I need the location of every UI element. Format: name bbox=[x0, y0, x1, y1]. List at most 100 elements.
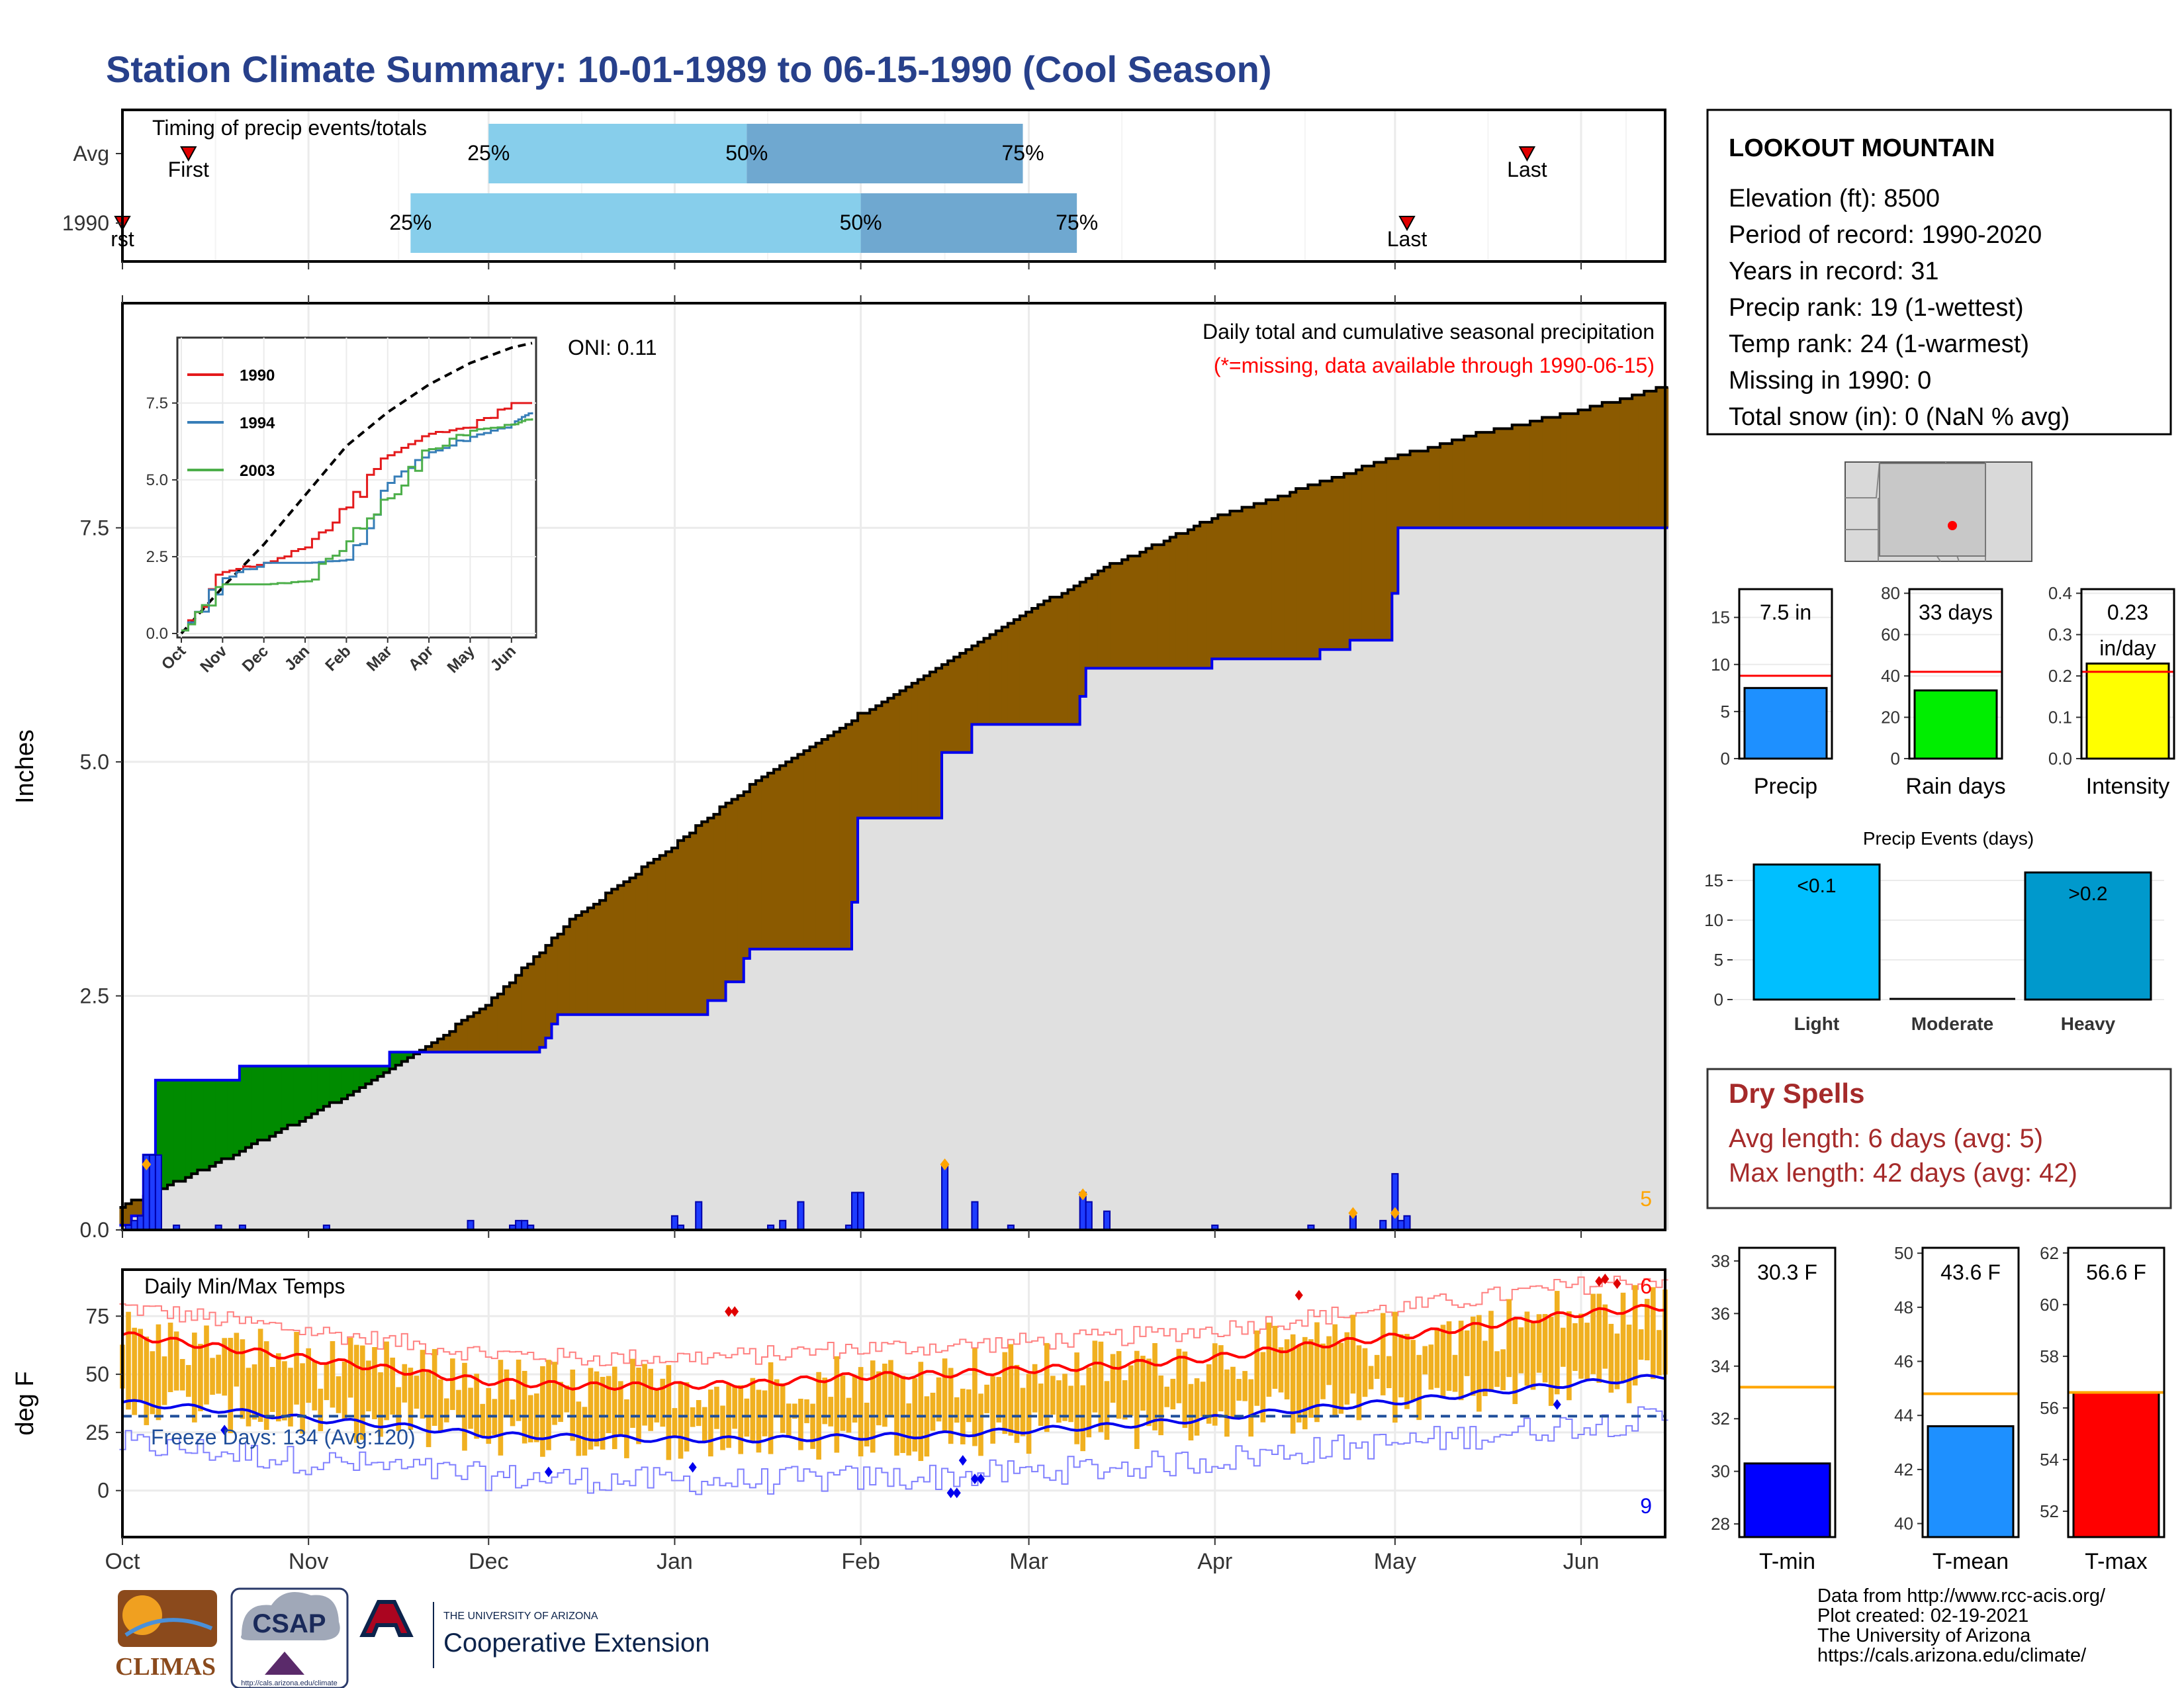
deficit-area bbox=[827, 735, 835, 949]
summary-value-unit: in/day bbox=[2099, 636, 2156, 660]
inset-legend-label: 1990 bbox=[240, 367, 275, 385]
cumulative-base-area bbox=[1200, 668, 1206, 1230]
cumulative-base-area bbox=[1445, 528, 1453, 1230]
surplus-area bbox=[191, 1080, 198, 1174]
cumulative-base-area bbox=[503, 1052, 510, 1230]
cumulative-base-area bbox=[1236, 659, 1243, 1230]
cumulative-base-area bbox=[1464, 528, 1471, 1230]
daily-precip-bar bbox=[515, 1219, 523, 1231]
daily-precip-bar bbox=[1391, 1173, 1399, 1231]
temp-summary-y-tick-label: 40 bbox=[1894, 1514, 1913, 1534]
deficit-area bbox=[647, 863, 655, 1015]
cumulative-base-area bbox=[1013, 724, 1021, 1230]
surplus-area bbox=[335, 1066, 342, 1103]
deficit-area bbox=[1578, 410, 1585, 528]
deficit-area bbox=[563, 926, 570, 1015]
cumulative-base-area bbox=[929, 818, 936, 1230]
record-temp-marker bbox=[952, 1487, 961, 1499]
climas-wave-icon bbox=[124, 1618, 213, 1637]
cumulative-base-area bbox=[684, 1014, 690, 1230]
deficit-area bbox=[1271, 499, 1279, 659]
record-temp-marker bbox=[220, 1425, 229, 1436]
daily-temp-bar bbox=[468, 1387, 473, 1429]
surplus-area bbox=[161, 1080, 168, 1189]
surplus-area bbox=[179, 1080, 186, 1182]
temp-title: Daily Min/Max Temps bbox=[144, 1274, 345, 1298]
daily-temp-bar bbox=[672, 1408, 678, 1438]
daily-temp-bar bbox=[1002, 1352, 1008, 1434]
surplus-area bbox=[359, 1066, 366, 1088]
csap-mountain-icon bbox=[265, 1652, 304, 1675]
summary-value-label: 0.23 bbox=[2107, 600, 2148, 624]
daily-temp-bar bbox=[924, 1396, 930, 1457]
deficit-area bbox=[684, 837, 690, 1015]
timing-row-label: Avg bbox=[73, 142, 109, 165]
cumulative-base-area bbox=[954, 752, 960, 1230]
precip-events-y-tick-label: 15 bbox=[1704, 870, 1723, 890]
temp-summary-y-tick-label: 56 bbox=[2040, 1398, 2059, 1418]
deficit-area bbox=[1212, 518, 1218, 659]
daily-temp-bar bbox=[714, 1386, 719, 1429]
cumulative-base-area bbox=[1302, 659, 1308, 1230]
cumulative-base-area bbox=[522, 1052, 528, 1230]
daily-temp-bar bbox=[1512, 1318, 1518, 1405]
cumulative-base-area bbox=[606, 1014, 612, 1230]
cumulative-base-area bbox=[1650, 528, 1657, 1230]
deficit-area bbox=[510, 982, 516, 1053]
daily-temp-bar bbox=[744, 1398, 750, 1437]
daily-temp-bar bbox=[930, 1392, 936, 1431]
cumulative-base-area bbox=[1032, 724, 1038, 1230]
deficit-area bbox=[942, 664, 948, 753]
cumulative-base-area bbox=[821, 949, 829, 1230]
surplus-area bbox=[239, 1066, 246, 1152]
cumulative-base-area bbox=[1644, 528, 1651, 1230]
surplus-area bbox=[251, 1066, 258, 1144]
daily-temp-bar bbox=[1428, 1344, 1434, 1390]
deficit-area bbox=[966, 649, 973, 753]
daily-temp-bar bbox=[480, 1403, 486, 1436]
record-temp-marker bbox=[731, 1306, 739, 1317]
inset-legend-label: 1994 bbox=[240, 414, 275, 432]
station-name: LOOKOUT MOUNTAIN bbox=[1729, 134, 1995, 162]
deficit-area bbox=[455, 1023, 463, 1053]
daily-temp-bar bbox=[1350, 1315, 1356, 1394]
cumulative-base-area bbox=[383, 1072, 390, 1230]
cumulative-base-area bbox=[569, 1014, 576, 1230]
snow-count: 5 bbox=[1640, 1187, 1652, 1211]
deficit-area bbox=[1062, 593, 1069, 725]
daily-temp-bar bbox=[1524, 1311, 1530, 1386]
precip-events-y-tick-label: 0 bbox=[1714, 990, 1723, 1009]
daily-temp-bar bbox=[1050, 1376, 1056, 1415]
deficit-area bbox=[1404, 455, 1411, 528]
cumulative-base-area bbox=[419, 1052, 426, 1230]
temp-summary-frame bbox=[2067, 1246, 2165, 1538]
daily-temp-bar bbox=[1620, 1292, 1626, 1382]
deficit-area bbox=[719, 806, 727, 1001]
daily-temp-bar bbox=[834, 1356, 840, 1453]
deficit-area bbox=[1656, 387, 1663, 528]
deficit-area bbox=[1044, 600, 1050, 725]
station-location-marker bbox=[1948, 521, 1957, 530]
deficit-area bbox=[557, 934, 565, 1015]
deficit-area bbox=[978, 641, 985, 725]
temp-summary-y-tick-label: 44 bbox=[1894, 1405, 1913, 1425]
deficit-area bbox=[983, 638, 991, 725]
station-info-line: Years in record: 31 bbox=[1729, 258, 1939, 285]
daily-temp-bar bbox=[576, 1401, 582, 1456]
cumulative-base-area bbox=[641, 1014, 649, 1230]
precip-events-title: Precip Events (days) bbox=[1863, 828, 2034, 849]
deficit-area bbox=[1529, 421, 1537, 528]
daily-temp-bar bbox=[276, 1353, 281, 1422]
daily-temp-bar bbox=[990, 1376, 995, 1444]
daily-temp-bar bbox=[1290, 1334, 1296, 1434]
timing-label-50: 50% bbox=[840, 211, 882, 234]
daily-precip-bar bbox=[857, 1192, 865, 1231]
cumulative-base-area bbox=[449, 1052, 456, 1230]
temp-summary-y-tick-label: 48 bbox=[1894, 1297, 1913, 1317]
cumulative-base-area bbox=[329, 1102, 336, 1230]
daily-temp-bar bbox=[1452, 1354, 1458, 1392]
daily-temp-bar bbox=[443, 1398, 449, 1423]
timing-title: Timing of precip events/totals bbox=[152, 116, 427, 140]
cumulative-base-area bbox=[1361, 640, 1369, 1230]
inset-y-tick-label: 5.0 bbox=[146, 471, 168, 489]
